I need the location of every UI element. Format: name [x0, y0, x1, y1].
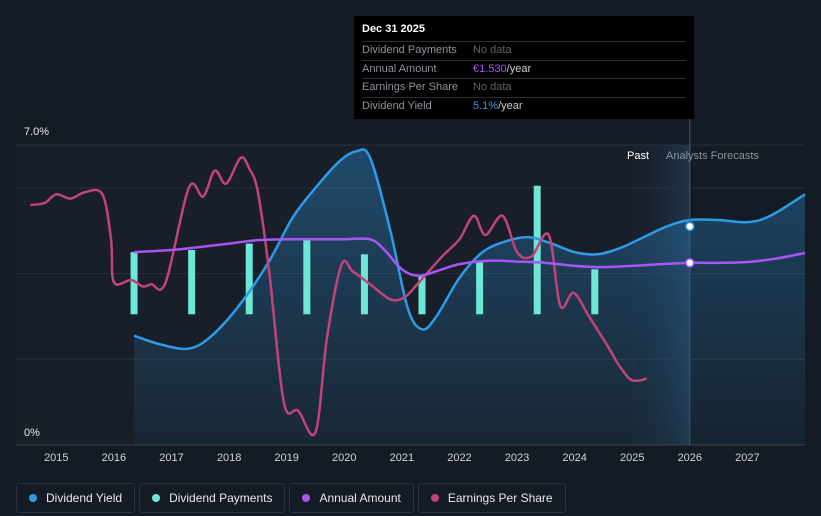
tooltip-label: Dividend Payments [362, 44, 457, 56]
tooltip-value: 5.1%/year [473, 98, 523, 116]
legend-label: Earnings Per Share [447, 491, 553, 505]
tooltip-unit: /year [506, 62, 532, 75]
x-tick-label: 2023 [505, 452, 529, 464]
tooltip-amount: €1.530 [473, 62, 507, 75]
tooltip-marker [685, 258, 695, 268]
x-tick-label: 2026 [678, 452, 702, 464]
tooltip-unit: /year [498, 99, 523, 112]
tooltip-date: Dec 31 2025 [362, 23, 425, 35]
dividend-payment-bar [303, 239, 311, 315]
past-label: Past [627, 150, 650, 162]
dividend-payment-bar [476, 260, 484, 315]
y-tick-bottom: 0% [24, 427, 40, 439]
eps-line [30, 156, 647, 437]
tooltip-row-annual-amount: Annual Amount €1.530/year [362, 59, 686, 79]
chart-tooltip: Dec 31 2025 Dividend Payments No data An… [354, 16, 694, 119]
x-tick-label: 2016 [102, 452, 126, 464]
tooltip-label: Annual Amount [362, 62, 437, 75]
tooltip-row-dividend-payments: Dividend Payments No data [362, 41, 686, 60]
forecast-label: Analysts Forecasts [666, 150, 759, 162]
x-tick-label: 2021 [390, 452, 414, 464]
tooltip-marker [685, 221, 695, 232]
x-tick-label: 2019 [274, 452, 298, 464]
dividend-payment-bar [360, 254, 368, 315]
dividend-payment-bar [418, 275, 426, 315]
x-tick-label: 2020 [332, 452, 356, 464]
y-tick-top: 7.0% [24, 126, 50, 138]
x-tick-label: 2017 [159, 452, 183, 464]
legend-dot-icon [29, 494, 37, 502]
tooltip-row-dividend-yield: Dividend Yield 5.1%/year [362, 96, 686, 116]
dividend-payment-bar [245, 243, 253, 315]
legend-dot-icon [152, 494, 161, 502]
legend-label: Dividend Payments [169, 491, 273, 505]
legend-item-dividend-yield[interactable]: Dividend Yield [16, 483, 136, 513]
legend-item-annual-amount[interactable]: Annual Amount [289, 483, 414, 513]
x-tick-label: 2015 [44, 452, 68, 464]
x-tick-label: 2025 [620, 452, 644, 464]
tooltip-label: Earnings Per Share [362, 81, 458, 93]
legend-label: Annual Amount [319, 491, 401, 505]
legend-dot-icon [302, 494, 311, 502]
tooltip-yield: 5.1% [473, 99, 499, 112]
legend-dot-icon [430, 494, 439, 502]
x-tick-label: 2018 [217, 452, 241, 464]
tooltip-label: Dividend Yield [362, 99, 432, 112]
tooltip-row-earnings-per-share: Earnings Per Share No data [362, 78, 686, 97]
dividend-payment-bar [591, 269, 599, 315]
x-tick-label: 2024 [562, 452, 586, 464]
legend-item-earnings-per-share[interactable]: Earnings Per Share [417, 483, 566, 513]
legend: Dividend Yield Dividend Payments Annual … [16, 483, 570, 515]
dividend-payment-bar [130, 252, 138, 315]
tooltip-value: No data [473, 44, 512, 56]
dividend-payment-bar [188, 250, 196, 315]
x-tick-label: 2027 [735, 452, 759, 464]
tooltip-value: €1.530/year [473, 61, 531, 79]
legend-item-dividend-payments[interactable]: Dividend Payments [139, 483, 286, 513]
tooltip-value: No data [473, 81, 512, 93]
x-tick-label: 2022 [447, 452, 471, 464]
dividend-yield-area [134, 149, 806, 446]
legend-label: Dividend Yield [46, 491, 123, 505]
